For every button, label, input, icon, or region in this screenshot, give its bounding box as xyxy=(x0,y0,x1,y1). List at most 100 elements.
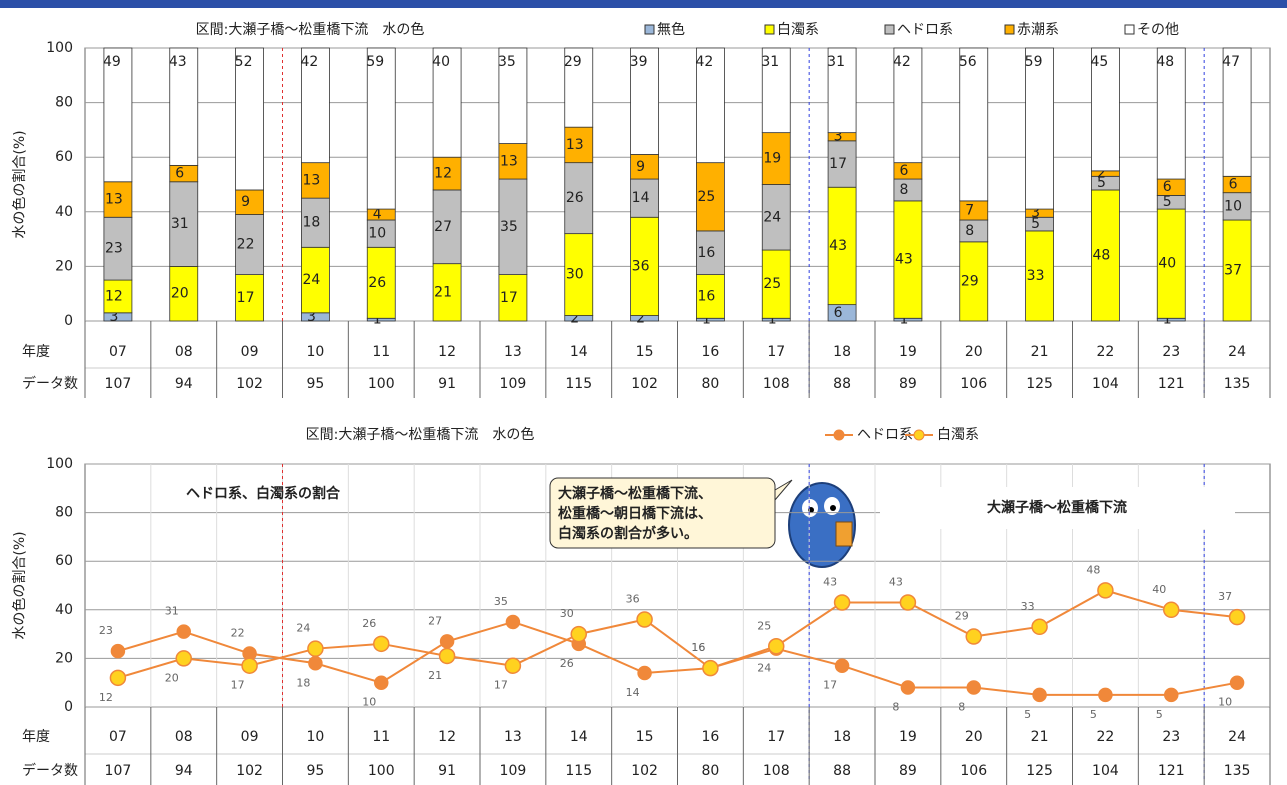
bar-segment xyxy=(1025,47,1054,210)
point xyxy=(1229,675,1245,690)
bar-segment xyxy=(696,230,725,275)
series-line xyxy=(117,620,1238,696)
legend-label: ヘドロ系 xyxy=(897,22,953,38)
x-tick-label: 23 xyxy=(1162,344,1180,360)
point xyxy=(1098,687,1113,703)
bar-segment xyxy=(103,47,133,183)
value-label: 6 xyxy=(1163,179,1172,195)
value-label: 31 xyxy=(761,54,779,70)
bar-segment xyxy=(564,126,594,164)
point xyxy=(637,665,652,681)
x-tick-label: 16 xyxy=(702,729,720,745)
bar-segment xyxy=(1025,230,1054,322)
value-label: 13 xyxy=(105,192,123,208)
value-label: 16 xyxy=(691,641,705,654)
point xyxy=(175,650,192,667)
data-count: 106 xyxy=(960,763,987,779)
row-label: 年度 xyxy=(22,344,50,360)
x-tick-label: 18 xyxy=(833,729,851,745)
data-count: 135 xyxy=(1224,376,1251,392)
value-label: 26 xyxy=(560,657,574,670)
value-label: 4 xyxy=(373,207,382,223)
value-label: 8 xyxy=(892,701,899,714)
data-count: 89 xyxy=(899,376,917,392)
value-label: 17 xyxy=(823,679,837,692)
x-tick-label: 13 xyxy=(504,344,522,360)
bar-segment xyxy=(959,47,989,202)
value-label: 1 xyxy=(899,312,908,328)
y-axis-label: 水の色の割合(%) xyxy=(11,130,28,238)
point xyxy=(702,659,719,677)
value-label: 5 xyxy=(1163,194,1172,210)
bar-segment xyxy=(630,216,659,316)
x-tick-label: 22 xyxy=(1097,729,1115,745)
value-label: 17 xyxy=(500,290,518,306)
value-label: 14 xyxy=(632,190,650,206)
point xyxy=(504,657,522,674)
y-tick-label: 60 xyxy=(55,553,73,569)
bar-segment xyxy=(1091,47,1120,172)
bar-segment xyxy=(1222,192,1252,221)
value-label: 19 xyxy=(763,151,781,167)
data-count: 125 xyxy=(1026,763,1053,779)
data-count: 80 xyxy=(702,763,720,779)
value-label: 29 xyxy=(564,54,582,70)
value-label: 8 xyxy=(958,701,965,714)
legend-swatch xyxy=(644,24,655,35)
x-tick-label: 20 xyxy=(965,344,983,360)
value-label: 33 xyxy=(1021,600,1035,613)
bar-segment xyxy=(103,279,133,314)
value-label: 3 xyxy=(109,309,118,325)
value-label: 5 xyxy=(1156,708,1163,721)
point xyxy=(109,669,127,687)
value-label: 29 xyxy=(961,273,979,289)
bar-segment xyxy=(169,47,199,166)
value-label: 48 xyxy=(1086,563,1100,576)
value-label: 30 xyxy=(560,607,574,620)
point xyxy=(505,614,521,630)
x-tick-label: 24 xyxy=(1228,344,1246,360)
bar-segment xyxy=(432,47,462,158)
x-tick-label: 17 xyxy=(767,729,785,745)
bar-segment xyxy=(564,47,594,128)
legend-label: 白濁系 xyxy=(777,22,819,38)
legend-marker xyxy=(913,429,925,441)
row-label: 年度 xyxy=(22,729,50,745)
x-tick-label: 23 xyxy=(1162,729,1180,745)
bar-segment xyxy=(103,216,133,281)
value-label: 37 xyxy=(1218,590,1232,603)
value-label: 48 xyxy=(1093,247,1111,263)
value-label: 18 xyxy=(303,215,321,231)
x-tick-label: 08 xyxy=(175,729,193,745)
value-label: 45 xyxy=(1091,54,1109,70)
data-count: 104 xyxy=(1092,763,1119,779)
data-count: 115 xyxy=(565,763,592,779)
y-tick-label: 100 xyxy=(46,40,73,56)
value-label: 40 xyxy=(1152,583,1166,596)
x-tick-label: 21 xyxy=(1031,729,1049,745)
value-label: 23 xyxy=(105,241,123,257)
value-label: 31 xyxy=(827,54,845,70)
value-label: 31 xyxy=(165,605,179,618)
value-label: 24 xyxy=(296,622,310,635)
value-label: 10 xyxy=(1218,696,1232,709)
bar-segment xyxy=(1156,47,1186,180)
value-label: 33 xyxy=(1027,268,1045,284)
value-label: 43 xyxy=(895,252,913,268)
value-label: 40 xyxy=(1158,256,1176,272)
data-count: 80 xyxy=(702,376,720,392)
value-label: 1 xyxy=(373,312,382,328)
point xyxy=(636,611,653,628)
data-count: 107 xyxy=(105,376,132,392)
value-label: 27 xyxy=(428,614,442,627)
value-label: 26 xyxy=(566,190,584,206)
data-count: 91 xyxy=(438,763,456,779)
point xyxy=(241,657,258,674)
y-tick-label: 80 xyxy=(55,95,73,111)
value-label: 40 xyxy=(432,54,450,70)
point xyxy=(966,680,981,695)
x-tick-label: 10 xyxy=(307,344,325,360)
value-label: 10 xyxy=(362,696,376,709)
value-label: 43 xyxy=(889,576,903,589)
data-count: 109 xyxy=(500,376,527,392)
